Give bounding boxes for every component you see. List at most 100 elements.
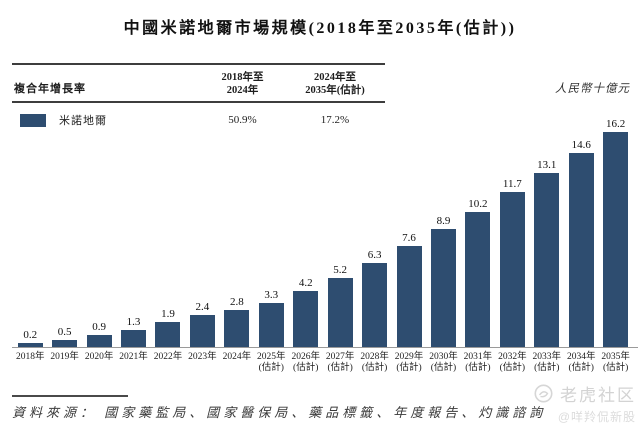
- bar-value-label: 7.6: [402, 232, 416, 245]
- x-axis-labels: 2018年 2019年 2020年 2021年 2022年 2023年 2024年 2025年…: [13, 352, 633, 374]
- bar: [396, 246, 422, 347]
- bar-column: 2.8: [220, 296, 254, 347]
- bar-column: 5.2: [323, 264, 357, 347]
- cagr-value-2018-2024: 50.9%: [228, 114, 257, 126]
- bar: [17, 343, 43, 347]
- x-axis-label: 2025年 (估計): [257, 352, 286, 373]
- cagr-column-header-1-line2: 2024年: [226, 85, 259, 96]
- bar: [155, 321, 181, 347]
- source-note: 資料來源： 國家藥監局、國家醫保局、藥品標籤、年度報告、灼識諮詢: [12, 405, 547, 420]
- bar-value-label: 2.4: [195, 301, 210, 314]
- bar-value-label: 5.2: [333, 264, 348, 276]
- bar-value-label: 0.5: [57, 326, 72, 339]
- x-axis-label: 2019年: [50, 352, 79, 362]
- bar: [224, 309, 250, 347]
- bar: [499, 191, 525, 347]
- legend-swatch: [20, 113, 46, 127]
- x-axis-label: 2018年: [15, 352, 45, 362]
- chart-title: 中國米諾地爾市場規模(2018年至2035年(估計)): [123, 20, 517, 37]
- x-axis-label: 2027年 (估計): [325, 352, 355, 373]
- cagr-value-2024-2035: 17.2%: [320, 114, 350, 126]
- bar-value-label: 14.6: [571, 139, 591, 152]
- cagr-table-row: 米諾地爾 50.9% 17.2%: [12, 112, 385, 128]
- watermark-handle: @咩羚侃新股: [557, 410, 636, 424]
- cagr-column-header-1-line1: 2018年至: [221, 72, 264, 83]
- bar-value-label: 8.9: [436, 214, 451, 227]
- bar-column: 10.2: [461, 198, 495, 347]
- bar-value-label: 1.3: [126, 315, 141, 328]
- x-axis-label: 2023年: [188, 352, 217, 362]
- source-divider: [12, 395, 128, 397]
- x-axis-label: 2024年: [222, 352, 252, 362]
- cagr-column-header-2: 2024年至 2035年(估計): [285, 71, 385, 97]
- bar-chart: 0.2 0.5 0.9 1.3 1.9 2.4 2.8 3.3 4.2 5.2 6.3 7.6 8.9 1…: [13, 112, 633, 347]
- bar: [189, 315, 215, 347]
- x-axis-label: 2026年 (估計): [291, 352, 320, 373]
- bar-column: 11.7: [495, 178, 529, 347]
- x-axis-label: 2032年 (估計): [498, 352, 527, 373]
- bar-column: 3.3: [254, 289, 288, 347]
- bar: [86, 335, 112, 347]
- bar-value-label: 0.9: [92, 321, 106, 334]
- bar-column: 8.9: [426, 215, 460, 347]
- bar-value-label: 4.2: [298, 277, 313, 290]
- x-axis-label: 2021年: [119, 352, 148, 362]
- cagr-column-header-1: 2018年至 2024年: [200, 71, 285, 97]
- bar-column: 7.6: [392, 232, 426, 347]
- x-axis-label: 2033年 (估計): [532, 352, 562, 373]
- bar-column: 4.2: [289, 277, 323, 347]
- bar-column: 0.2: [13, 329, 47, 347]
- x-axis-label: 2022年: [153, 352, 183, 362]
- watermark: 老虎社区 @咩羚侃新股: [534, 381, 636, 425]
- x-axis-label: 2020年: [84, 352, 114, 362]
- watermark-brand-row: 老虎社区: [534, 381, 636, 406]
- x-axis-label: 2035年 (估計): [601, 352, 630, 373]
- bar-column: 0.9: [82, 321, 116, 347]
- bar: [293, 291, 319, 347]
- cagr-column-header-2-line2: 2035年(估計): [305, 85, 365, 96]
- bar: [327, 278, 353, 347]
- bar: [362, 263, 388, 347]
- cagr-column-header-2-line1: 2024年至: [314, 72, 356, 83]
- bar-column: 0.5: [47, 326, 81, 347]
- bar-column: 1.9: [151, 308, 185, 347]
- bar: [534, 173, 560, 347]
- bar-value-label: 13.1: [537, 159, 557, 172]
- watermark-brand-text: 老虎社区: [560, 386, 636, 405]
- bar-value-label: 2.8: [229, 295, 244, 308]
- bar-value-label: 1.9: [161, 307, 175, 320]
- bar-column: 1.3: [116, 316, 150, 347]
- cagr-table: 複合年增長率 2018年至 2024年 2024年至 2035年(估計) 米諾地…: [12, 63, 385, 128]
- tiger-icon: [534, 384, 553, 403]
- bar-column: 6.3: [357, 249, 391, 347]
- bar-column: 14.6: [564, 139, 598, 347]
- x-axis-label: 2034年 (估計): [566, 352, 596, 373]
- bar-column: 13.1: [530, 159, 564, 347]
- y-axis-unit-label: 人民幣十億元: [555, 83, 630, 95]
- bar-value-label: 0.2: [23, 329, 38, 341]
- bar: [430, 228, 456, 347]
- bar-value-label: 11.7: [502, 177, 522, 190]
- bar-value-label: 6.3: [367, 249, 382, 262]
- cagr-row-header: 複合年增長率: [14, 83, 86, 95]
- bar-value-label: 10.2: [468, 197, 488, 210]
- bar: [568, 153, 594, 347]
- bar: [465, 211, 491, 347]
- x-axis-line: [12, 347, 638, 348]
- bar-value-label: 16.2: [606, 118, 626, 130]
- bar: [121, 329, 147, 347]
- legend: 米諾地爾: [12, 112, 200, 128]
- x-axis-label: 2031年 (估計): [463, 352, 493, 373]
- x-axis-label: 2030年 (估計): [429, 352, 458, 373]
- bar-column: 16.2: [598, 118, 632, 347]
- bar-column: 2.4: [185, 301, 219, 347]
- cagr-table-header: 複合年增長率 2018年至 2024年 2024年至 2035年(估計): [12, 65, 385, 103]
- bar: [603, 132, 629, 347]
- x-axis-label: 2028年 (估計): [360, 352, 389, 373]
- bar: [52, 340, 78, 347]
- bar: [258, 303, 284, 347]
- bar-value-label: 3.3: [264, 289, 279, 302]
- x-axis-label: 2029年 (估計): [394, 352, 424, 373]
- legend-label: 米諾地爾: [59, 115, 107, 127]
